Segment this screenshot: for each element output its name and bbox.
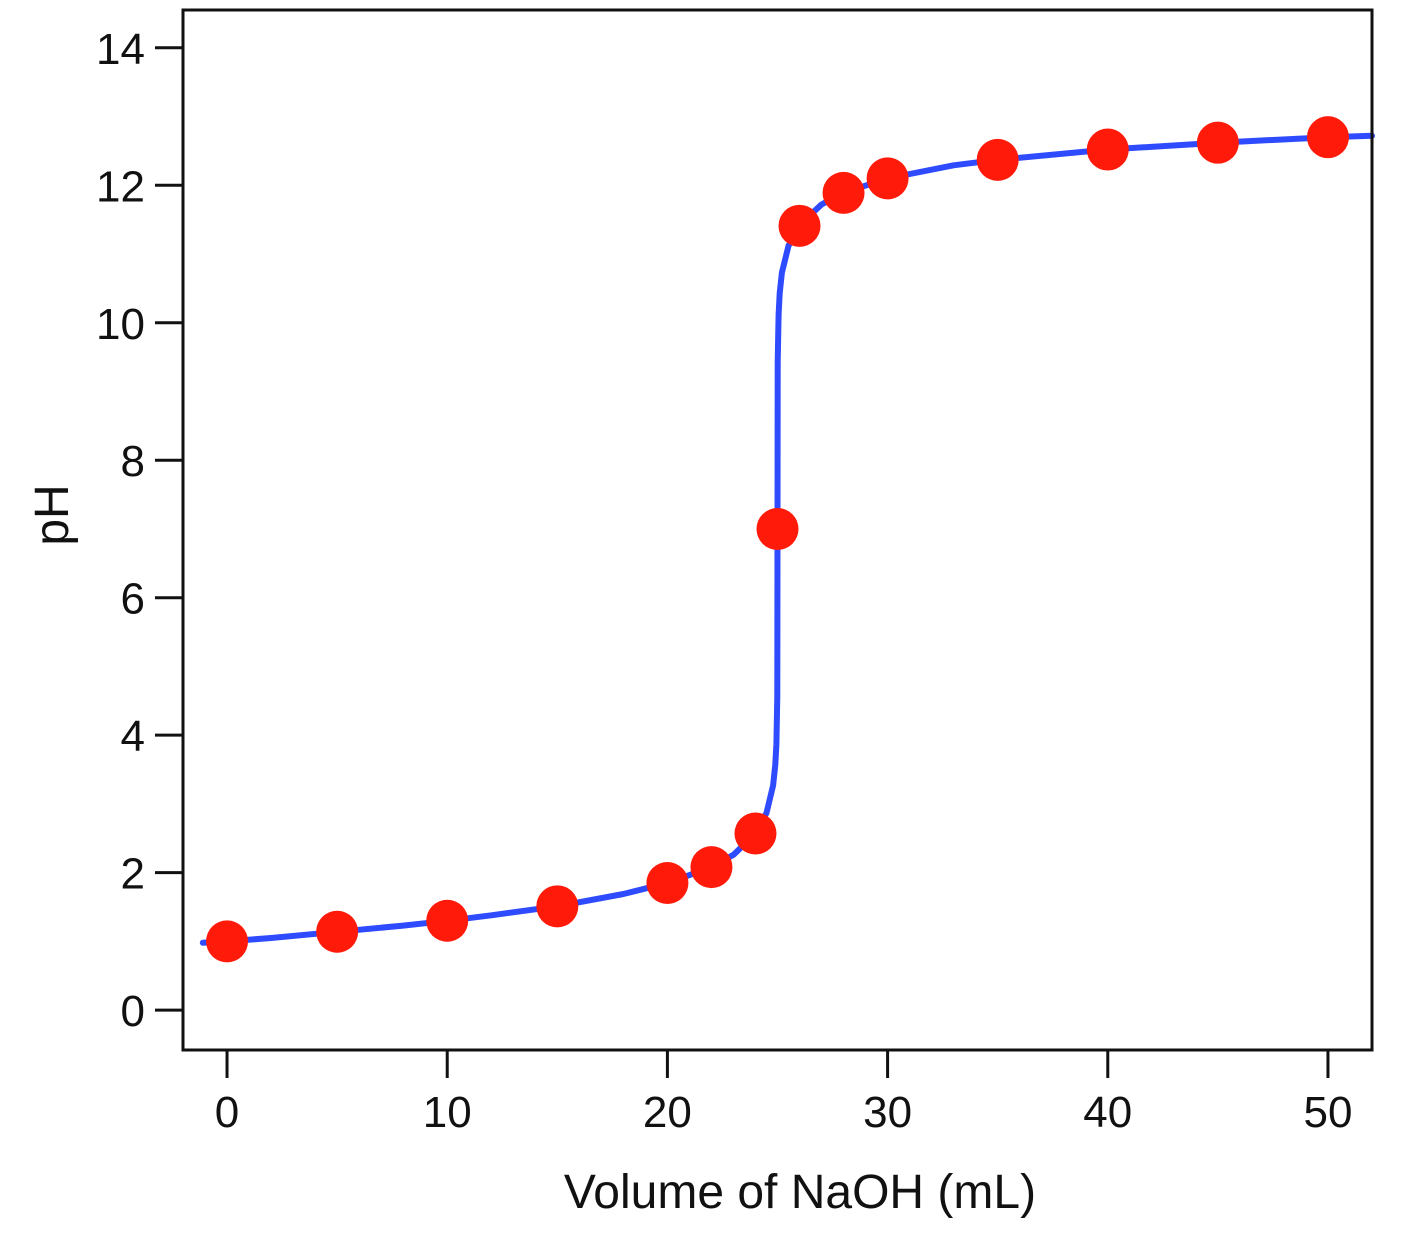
y-tick-label: 2 bbox=[121, 850, 145, 899]
data-point bbox=[756, 507, 799, 550]
x-tick-label: 0 bbox=[215, 1088, 239, 1137]
data-point bbox=[778, 204, 821, 247]
data-point bbox=[734, 812, 777, 855]
plot-frame bbox=[181, 8, 1374, 1052]
data-point bbox=[646, 861, 689, 904]
y-tick-label: 12 bbox=[96, 162, 145, 211]
data-point bbox=[1086, 128, 1129, 171]
x-tick-label: 50 bbox=[1303, 1088, 1352, 1137]
y-tick-label: 8 bbox=[121, 437, 145, 486]
x-axis-ticks: 0 10 20 30 40 50 bbox=[215, 1050, 1352, 1137]
y-axis-ticks: 0 2 4 6 8 10 12 14 bbox=[96, 25, 183, 1036]
data-point bbox=[536, 885, 579, 928]
y-tick-label: 14 bbox=[96, 25, 145, 74]
data-point bbox=[1196, 121, 1239, 164]
titration-curve-line bbox=[199, 132, 1375, 946]
data-point bbox=[976, 138, 1019, 181]
x-tick-label: 30 bbox=[863, 1088, 912, 1137]
data-point bbox=[690, 846, 733, 889]
x-axis-label: Volume of NaOH (mL) bbox=[564, 1166, 1036, 1219]
y-tick-label: 0 bbox=[121, 987, 145, 1036]
y-tick-label: 4 bbox=[121, 712, 145, 761]
data-point bbox=[1306, 116, 1349, 159]
x-tick-label: 20 bbox=[643, 1088, 692, 1137]
data-point bbox=[206, 920, 249, 963]
x-tick-label: 10 bbox=[423, 1088, 472, 1137]
data-point bbox=[316, 910, 359, 953]
plot-area bbox=[199, 116, 1375, 963]
y-tick-label: 6 bbox=[121, 575, 145, 624]
data-point bbox=[426, 899, 469, 942]
y-tick-label: 10 bbox=[96, 300, 145, 349]
y-axis-label: pH bbox=[26, 484, 79, 545]
data-point bbox=[866, 157, 909, 200]
x-tick-label: 40 bbox=[1083, 1088, 1132, 1137]
data-point bbox=[822, 171, 865, 214]
